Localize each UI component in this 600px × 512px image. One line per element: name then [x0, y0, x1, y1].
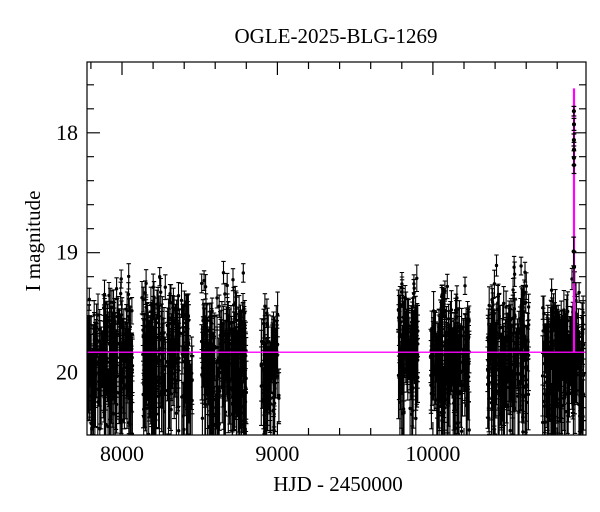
tick-labels: 8000 9000 10000 18 19 20: [56, 120, 460, 466]
y-tick-label-19: 19: [56, 240, 78, 265]
season-6-points: [429, 284, 471, 433]
season-3-errorbars: [199, 260, 249, 436]
season-8-errorbars: [540, 267, 586, 436]
axis-ticks: [87, 62, 586, 435]
season-4-points: [259, 304, 281, 436]
plot-frame: [86, 61, 587, 436]
x-tick-label-10000: 10000: [405, 441, 460, 466]
axes-layer: [86, 61, 587, 436]
season-7-points: [485, 263, 531, 436]
data-layer: [87, 88, 586, 436]
season-5-errorbars: [396, 264, 420, 436]
season-5-points: [396, 276, 420, 421]
x-axis-label: HJD - 2450000: [273, 472, 403, 496]
season-2-errorbars: [139, 267, 195, 436]
y-tick-label-20: 20: [56, 360, 78, 385]
chart-title: OGLE-2025-BLG-1269: [235, 24, 438, 48]
y-tick-label-18: 18: [56, 120, 78, 145]
season-7-errorbars: [485, 254, 531, 436]
season-6-errorbars: [428, 273, 472, 436]
x-tick-label-8000: 8000: [100, 441, 144, 466]
season-2-points: [140, 275, 194, 436]
x-tick-label-9000: 9000: [255, 441, 299, 466]
y-axis-label: I magnitude: [21, 191, 45, 292]
season-3-points: [199, 271, 248, 431]
